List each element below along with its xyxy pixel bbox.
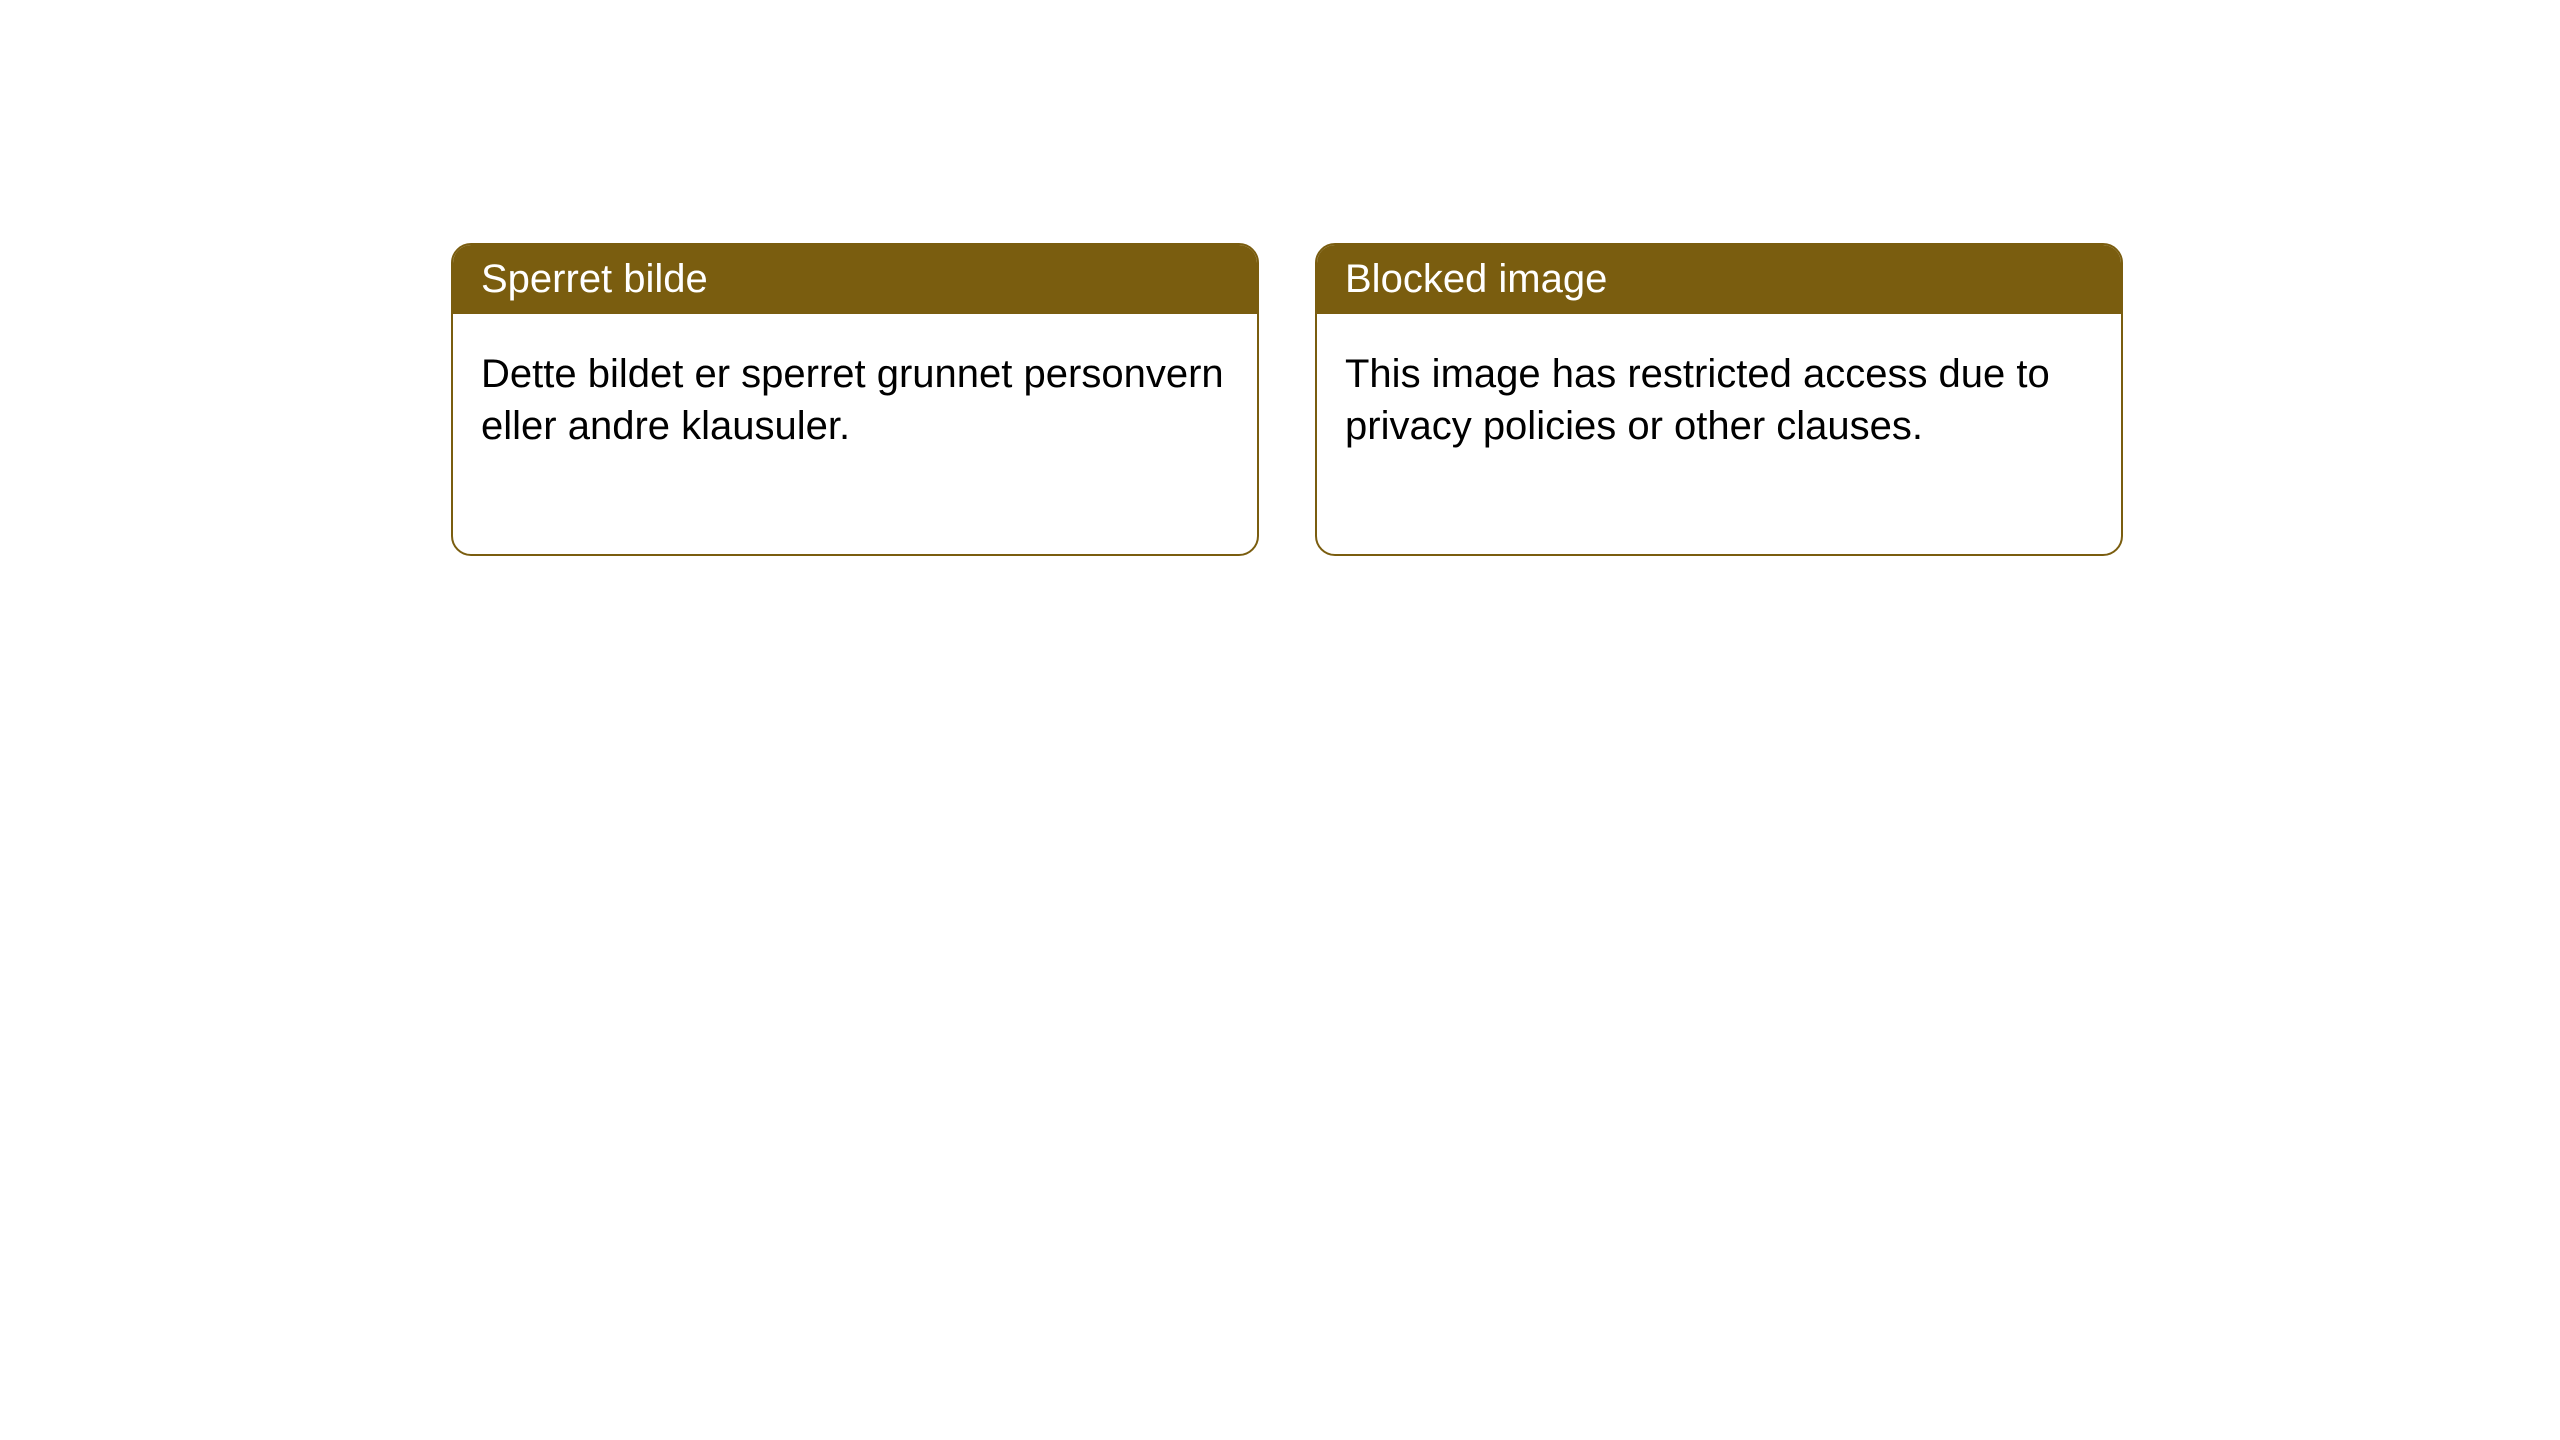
card-body: Dette bildet er sperret grunnet personve…	[453, 314, 1257, 554]
card-body-text: Dette bildet er sperret grunnet personve…	[481, 352, 1224, 448]
card-title: Blocked image	[1345, 257, 1607, 301]
card-title: Sperret bilde	[481, 257, 708, 301]
card-header: Sperret bilde	[453, 245, 1257, 314]
card-body: This image has restricted access due to …	[1317, 314, 2121, 554]
notice-card-norwegian: Sperret bilde Dette bildet er sperret gr…	[451, 243, 1259, 556]
card-body-text: This image has restricted access due to …	[1345, 352, 2050, 448]
notice-container: Sperret bilde Dette bildet er sperret gr…	[0, 0, 2560, 556]
notice-card-english: Blocked image This image has restricted …	[1315, 243, 2123, 556]
card-header: Blocked image	[1317, 245, 2121, 314]
